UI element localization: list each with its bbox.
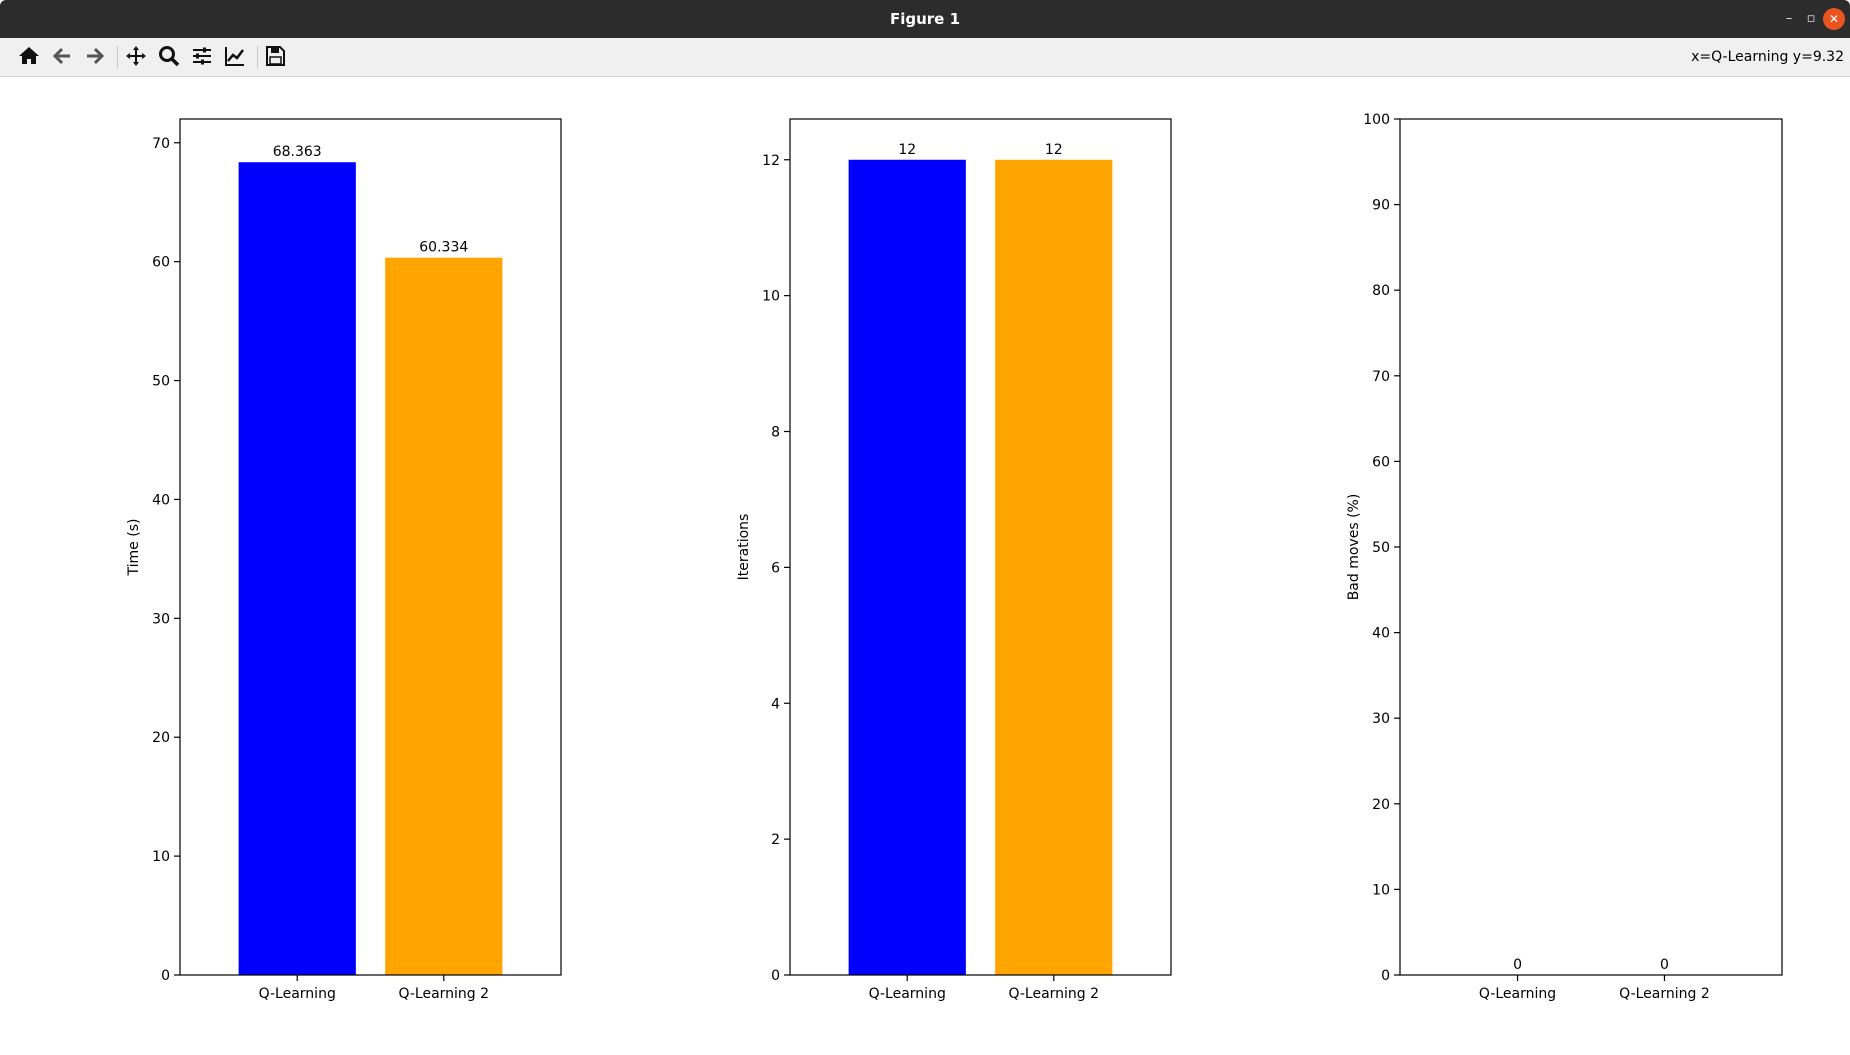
x-tick-label: Q-Learning 2	[1008, 986, 1099, 1002]
bar	[995, 159, 1113, 975]
y-tick-label: 80	[1372, 283, 1390, 299]
y-tick-label: 10	[762, 289, 780, 305]
y-axis-label: Bad moves (%)	[1346, 494, 1362, 601]
y-tick-label: 30	[1372, 711, 1390, 727]
edit-axis-button[interactable]	[220, 41, 250, 71]
line-chart-icon	[225, 47, 244, 66]
navigation-toolbar: x=Q-Learning y=9.32	[0, 38, 1850, 77]
subplot-3: 0 0 0 10 20 30 40 50 60 70 80 90 100 Q-Learning Q-Lear…	[1346, 112, 1783, 1002]
arrow-left-icon	[52, 47, 70, 65]
magnifier-icon	[159, 46, 180, 67]
configure-subplots-button[interactable]	[187, 41, 217, 71]
y-tick-label: 10	[1372, 882, 1390, 898]
y-tick-label: 50	[152, 374, 170, 390]
x-tick-label: Q-Learning	[869, 986, 946, 1002]
cursor-coordinates: x=Q-Learning y=9.32	[1691, 49, 1844, 65]
y-tick-label: 8	[771, 425, 780, 441]
forward-button[interactable]	[80, 41, 110, 71]
minimize-button[interactable]: –	[1785, 11, 1793, 26]
y-tick-label: 20	[1372, 797, 1390, 813]
window-titlebar: Figure 1 – ▫ ✕	[0, 0, 1850, 38]
subplot-2: 12 12 0 2 4 6 8 10 12 Q-Learning Q-Learning 2 Itera…	[736, 118, 1172, 1002]
restore-button[interactable]: ▫	[1806, 11, 1816, 26]
y-axis-label: Iterations	[736, 514, 752, 581]
axes-frame	[1399, 118, 1783, 976]
y-tick-label: 70	[1372, 369, 1390, 385]
y-tick-label: 40	[152, 492, 170, 508]
sliders-icon	[193, 47, 211, 65]
y-tick-label: 0	[771, 968, 780, 984]
y-tick-label: 30	[152, 611, 170, 627]
y-tick-label: 12	[762, 153, 780, 169]
y-tick-label: 40	[1372, 626, 1390, 642]
bar	[238, 162, 356, 976]
bar-value-label: 12	[1045, 142, 1063, 158]
bar-value-label: 60.334	[419, 240, 468, 256]
toolbar-separator	[257, 46, 258, 68]
x-tick-label: Q-Learning 2	[1619, 986, 1710, 1002]
y-tick-label: 100	[1363, 112, 1390, 128]
y-axis-label: Time (s)	[126, 519, 142, 577]
save-button[interactable]	[260, 41, 290, 71]
pan-button[interactable]	[121, 41, 151, 71]
bar	[848, 159, 966, 975]
y-tick-label: 0	[161, 968, 170, 984]
axes-frame	[789, 118, 1172, 976]
toolbar-separator	[117, 46, 118, 68]
y-tick-label: 70	[152, 136, 170, 152]
home-button[interactable]	[14, 41, 44, 71]
back-button[interactable]	[47, 41, 77, 71]
axes-frame	[179, 118, 562, 976]
x-tick-label: Q-Learning	[259, 986, 336, 1002]
bar-value-label: 0	[1513, 957, 1522, 973]
y-tick-label: 60	[152, 255, 170, 271]
bar-value-label: 68.363	[273, 144, 322, 160]
bar-value-label: 12	[898, 142, 916, 158]
floppy-disk-icon	[266, 46, 285, 66]
bar	[385, 257, 503, 975]
zoom-button[interactable]	[154, 41, 184, 71]
subplot-1: 68.363 60.334 0 10 20 30 40 50 60 70 Q-Learning Q-L…	[126, 118, 562, 1002]
y-tick-label: 6	[771, 560, 780, 576]
home-icon	[19, 47, 39, 64]
y-tick-label: 2	[771, 832, 780, 848]
y-tick-label: 50	[1372, 540, 1390, 556]
close-button[interactable]: ✕	[1823, 8, 1845, 30]
y-tick-label: 20	[152, 730, 170, 746]
arrow-right-icon	[87, 47, 105, 65]
x-tick-label: Q-Learning 2	[398, 986, 489, 1002]
move-icon	[126, 46, 146, 66]
y-tick-label: 60	[1372, 454, 1390, 470]
y-tick-label: 90	[1372, 198, 1390, 214]
y-tick-label: 0	[1381, 968, 1390, 984]
window-title: Figure 1	[889, 10, 961, 28]
x-tick-label: Q-Learning	[1479, 986, 1556, 1002]
y-tick-label: 4	[771, 696, 780, 712]
bar-value-label: 0	[1660, 957, 1669, 973]
y-tick-label: 10	[152, 849, 170, 865]
